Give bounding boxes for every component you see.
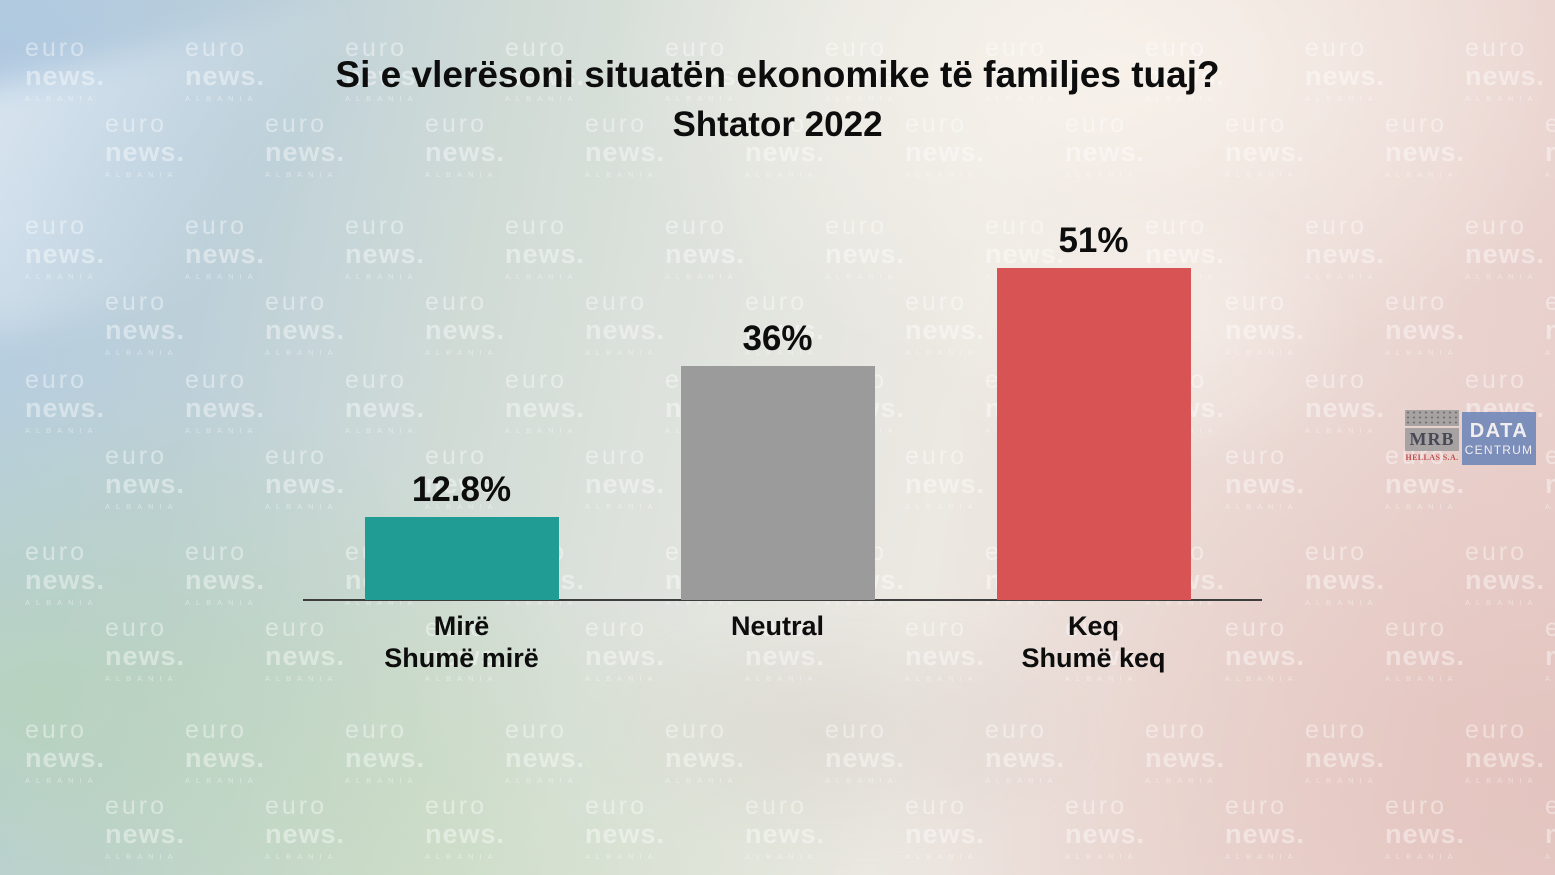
title-block: Si e vlerësoni situatën ekonomike të fam…	[0, 54, 1555, 145]
bar-2	[680, 366, 875, 600]
bar-category-label: Neutral	[730, 611, 825, 641]
bar-category-label: Mirë Shumë mirë	[384, 611, 539, 673]
bar-1	[364, 517, 559, 600]
chart-title: Si e vlerësoni situatën ekonomike të fam…	[335, 54, 1220, 95]
bar-value-label: 51%	[1058, 221, 1129, 260]
mrb-dots-decoration	[1405, 410, 1459, 426]
bar-value-label: 36%	[742, 319, 813, 358]
datacentrum-data-text: DATA	[1469, 420, 1529, 442]
chart-subtitle: Shtator 2022	[672, 105, 883, 144]
bar-value-label: 12.8%	[411, 470, 512, 509]
x-axis-line	[303, 599, 1262, 601]
datacentrum-logo: DATA CENTRUM	[1462, 412, 1536, 465]
bar-category-label: Keq Shumë keq	[1021, 611, 1166, 673]
source-logos: MRB HELLAS S.A. DATA CENTRUM	[1405, 410, 1536, 465]
bar-3	[996, 268, 1191, 600]
mrb-logo-text: MRB	[1405, 428, 1459, 451]
mrb-hellas-sub-text: HELLAS S.A.	[1405, 453, 1459, 462]
datacentrum-centrum-text: CENTRUM	[1464, 443, 1534, 457]
mrb-hellas-logo: MRB HELLAS S.A.	[1405, 410, 1459, 462]
